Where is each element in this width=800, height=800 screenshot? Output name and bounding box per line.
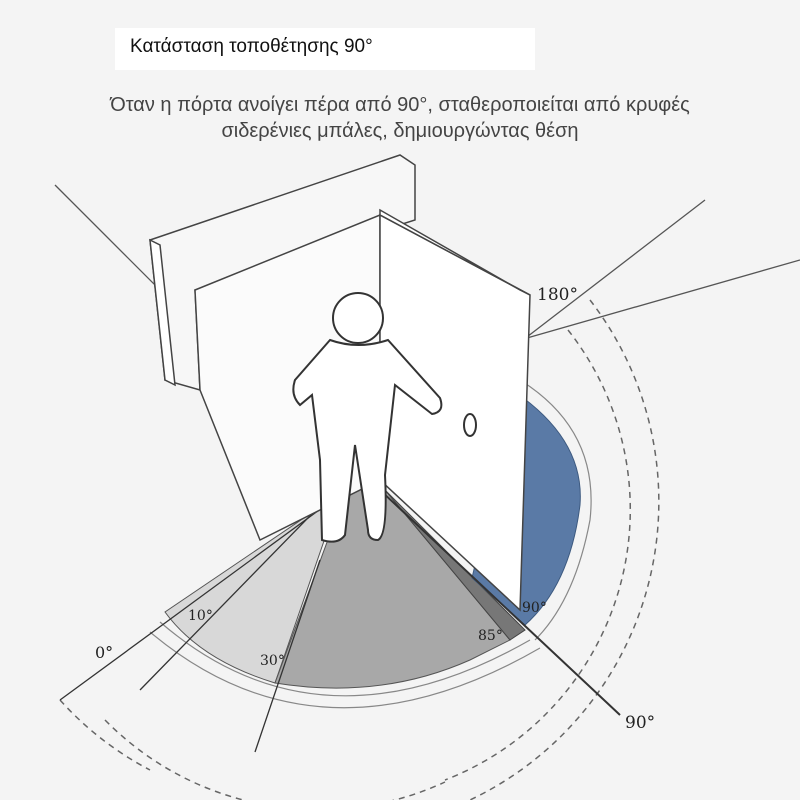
door-knob-icon [463,413,477,437]
subtitle: Όταν η πόρτα ανοίγει πέρα από 90°, σταθε… [0,92,800,144]
dashed-arcs [59,299,660,800]
subtitle-line-1: Όταν η πόρτα ανοίγει πέρα από 90°, σταθε… [110,94,690,116]
label-85: 85° [478,628,503,644]
label-180: 180° [537,285,578,305]
subtitle-line-2: σιδερένιες μπάλες, δημιουργώντας θέση [221,120,579,142]
label-0: 0° [95,643,113,662]
title: Κατάσταση τοποθέτησης 90° [130,36,373,57]
label-90-inner: 90° [522,600,547,616]
label-90-outer: 90° [625,713,655,733]
person-figure [292,292,443,543]
label-10: 10° [188,608,213,624]
inner-arcs [149,379,592,709]
title-box [115,28,535,70]
label-30: 30° [260,653,285,669]
